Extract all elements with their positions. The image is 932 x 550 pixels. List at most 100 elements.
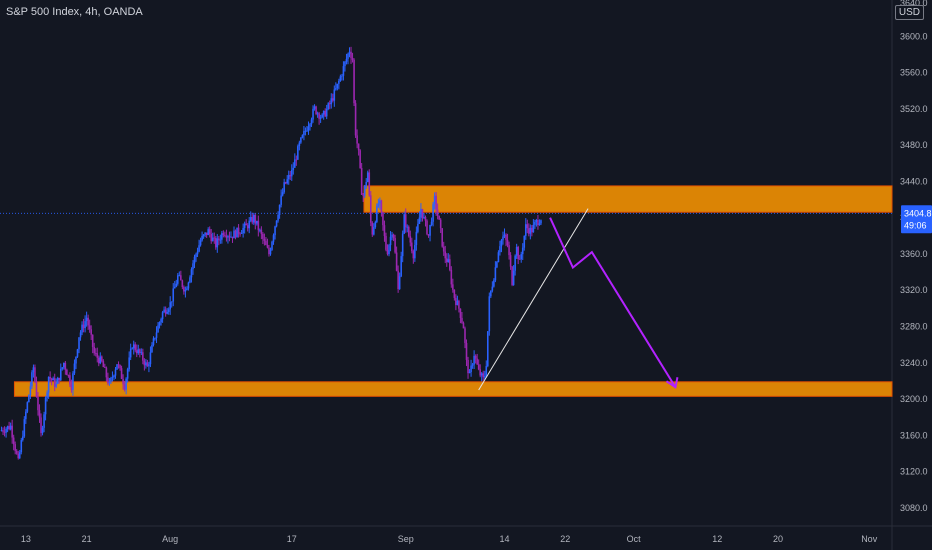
candle-body [316,113,319,115]
candle-body [477,364,480,370]
candle-body [338,80,340,84]
candle-body [412,251,415,259]
candle-body [35,381,38,397]
candle-body [221,233,223,240]
candle-body [43,414,45,428]
candle-body [126,369,129,379]
candle-body [67,375,70,376]
candle-body [90,329,92,335]
candle-body [373,227,375,235]
candle-body [26,402,29,412]
candle-body [88,325,91,330]
candle-body [304,130,307,132]
candle-body [470,365,472,372]
candle-body [227,236,229,238]
candle-body [493,280,495,287]
candle-body [473,355,475,365]
candle-body [534,222,536,225]
candle-body [252,214,255,223]
currency-badge[interactable]: USD [894,5,924,20]
candle-body [430,221,433,225]
candle-body [254,214,257,224]
candle-body [56,377,59,384]
candle-body [286,179,289,184]
candle-body [328,103,331,105]
x-tick-label: 12 [712,534,722,544]
candle-body [394,238,396,253]
candle-body [160,319,162,323]
candle-body [290,170,293,177]
candle-body [104,367,106,368]
candle-body [23,419,26,437]
candle-body [40,417,42,434]
candle-body [73,363,76,374]
candle-body [512,270,515,285]
candle-body [433,195,436,205]
candle-body [225,235,228,238]
candle-body [170,301,173,303]
candle-body [301,135,304,138]
candle-body [341,75,343,77]
candle-body [70,384,73,390]
candle-body [438,215,440,220]
candle-body [362,194,364,196]
candle-body [300,137,302,143]
candle-body [50,378,53,381]
candle-body [81,324,83,333]
candle-body [400,256,402,277]
candle-body [237,227,240,234]
candle-body [415,231,418,246]
candle-body [190,269,193,278]
candle-body [128,357,130,370]
candle-body [427,234,430,236]
candle-body [479,369,481,376]
y-tick-label: 3120.0 [900,467,928,477]
candle-body [69,375,71,385]
candle-body [360,168,363,195]
candle-body [97,357,100,364]
candle-body [321,114,323,118]
candle-body [417,223,419,232]
candle-body [14,444,16,451]
candle-body [75,356,77,364]
candle-body [395,252,398,271]
candle-body [315,106,317,115]
candle-body [383,225,386,236]
candle-body [105,367,108,378]
candle-body [196,251,199,255]
candle-body [464,328,466,343]
candle-body [517,247,519,260]
candle-body [164,309,167,314]
candle-body [31,372,33,387]
candle-body [515,247,518,256]
candle-body [119,365,121,369]
candle-body [313,106,316,109]
candle-body [199,240,202,246]
x-tick-label: Aug [162,534,178,544]
candle-body [284,182,287,184]
candle-body [429,224,431,236]
candle-body [63,362,65,368]
candle-body [257,220,260,231]
candle-body [436,209,439,216]
candle-body [357,143,360,151]
candle-body [82,324,85,329]
candle-body [166,311,168,314]
candle-body [143,360,146,366]
candle-body [353,59,355,104]
candle-body [325,109,328,117]
candle-body [409,236,412,243]
candle-body [458,300,460,309]
candle-body [5,428,7,433]
candle-body [524,224,527,236]
candle-body [113,375,115,378]
candle-body [365,181,368,186]
candle-body [251,217,254,223]
y-tick-label: 3200.0 [900,394,928,404]
candle-body [471,364,474,366]
candle-body [306,130,308,132]
candle-body [175,283,178,287]
candle-body [246,225,249,229]
